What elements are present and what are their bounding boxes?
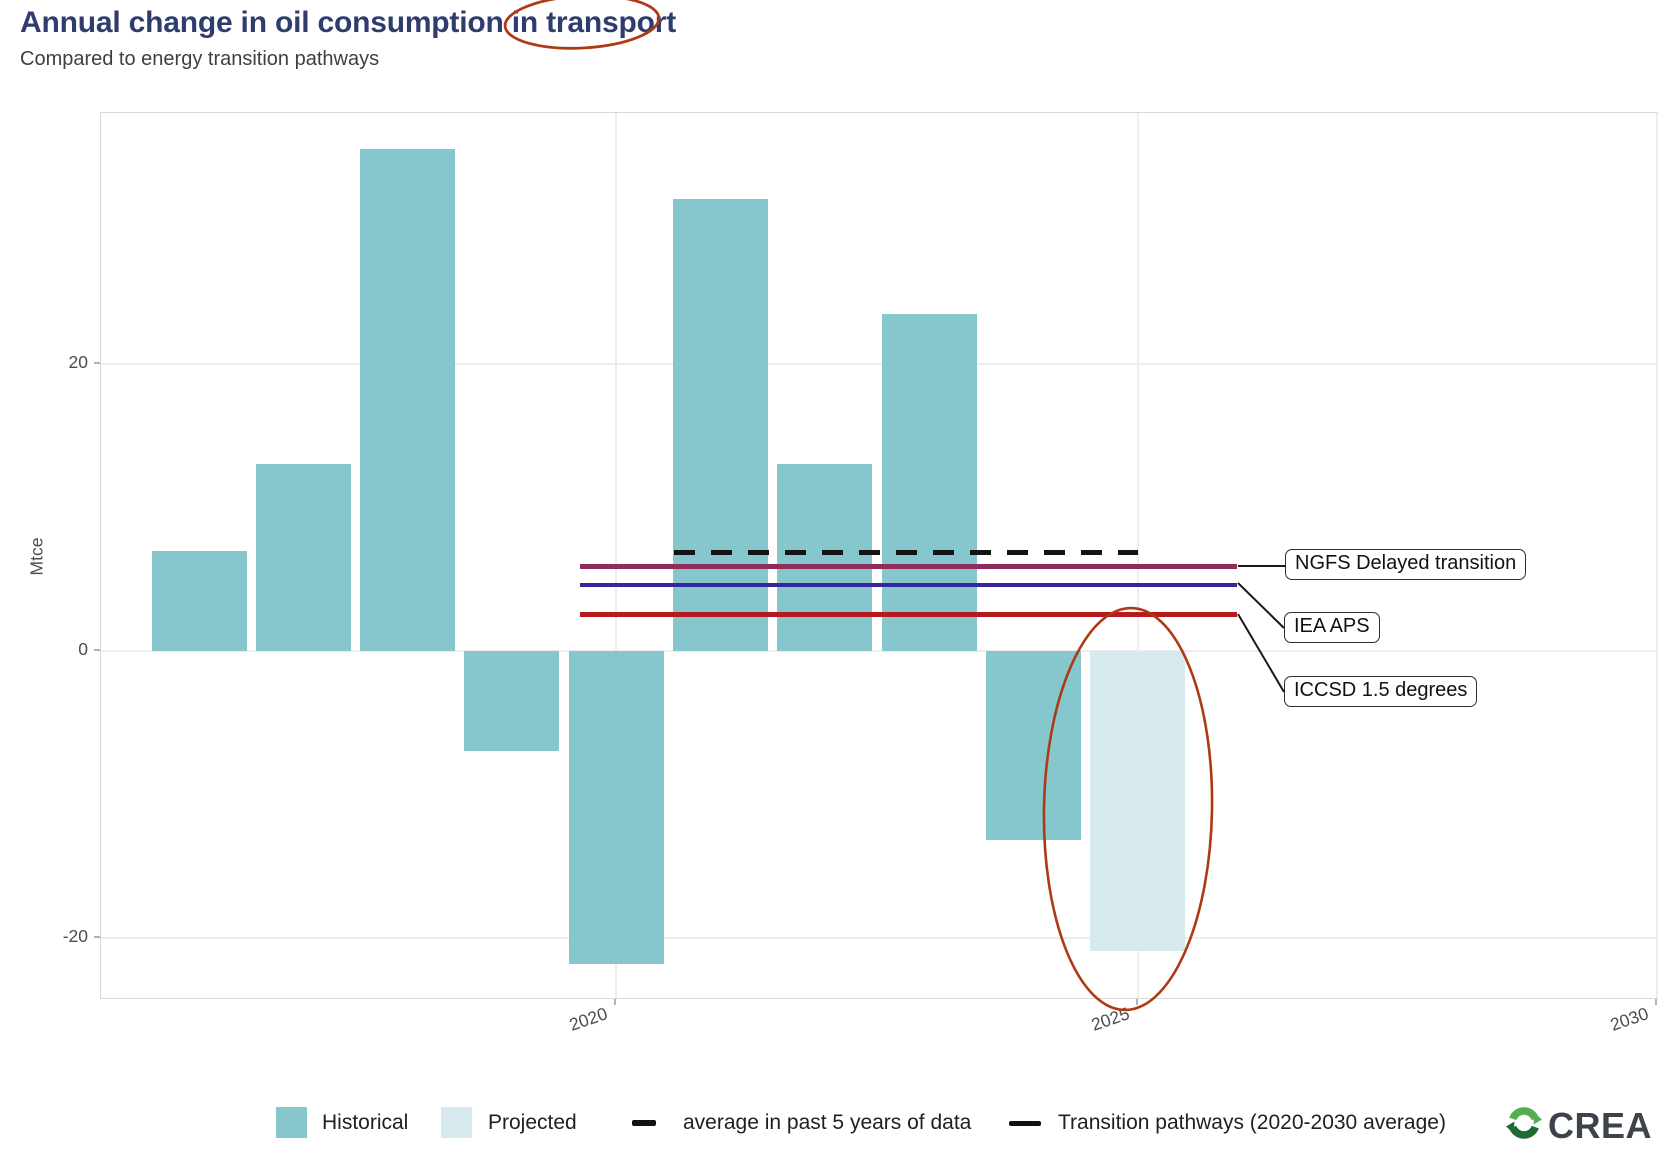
bar-2021-historical xyxy=(673,198,769,651)
x-tick-label-2020: 2020 xyxy=(566,1003,611,1035)
y-tick-label-0: 0 xyxy=(78,639,88,659)
callout-iccsd-label: ICCSD 1.5 degrees xyxy=(1294,679,1468,701)
bar-2018-historical xyxy=(360,148,456,651)
y-axis-title: Mtce xyxy=(26,537,47,576)
refline-iea-aps xyxy=(579,582,1238,588)
gridline-y-20 xyxy=(101,363,1657,365)
legend-swatch-historical xyxy=(276,1107,307,1138)
legend-key-pathways-line-icon xyxy=(1009,1121,1041,1126)
gridline-x-2025 xyxy=(1136,113,1139,998)
refline-ngfs-delayed-transition xyxy=(579,564,1238,569)
y-tick-label--20: -20 xyxy=(62,926,88,946)
y-tick-mark-0 xyxy=(94,649,100,651)
legend-label-historical: Historical xyxy=(322,1111,409,1134)
y-tick-mark--20 xyxy=(94,936,100,938)
bar-2016-historical xyxy=(151,550,247,651)
y-tick-mark-20 xyxy=(94,362,100,364)
bar-2025-projected xyxy=(1090,651,1186,951)
legend-key-average-dash-icon xyxy=(632,1120,656,1126)
refline-iccsd-1-5-degrees xyxy=(579,612,1238,617)
gridline-y-0 xyxy=(101,650,1657,652)
crea-logo-icon xyxy=(1506,1107,1542,1139)
crea-logo: CREA xyxy=(1504,1103,1652,1147)
bar-2024-historical xyxy=(986,651,1082,841)
x-tick-mark-2020 xyxy=(614,999,617,1005)
refline-average-in-past-5-years-of-data xyxy=(673,549,1138,556)
bar-2020-historical xyxy=(568,651,664,964)
x-tick-label-2025: 2025 xyxy=(1088,1003,1132,1035)
bar-2022-historical xyxy=(777,464,873,651)
y-tick-label-20: 20 xyxy=(68,352,88,372)
gridline-x-2030 xyxy=(1656,113,1658,998)
page-subtitle: Compared to energy transition pathways xyxy=(20,48,380,70)
bar-2023-historical xyxy=(881,313,977,651)
bar-2017-historical xyxy=(255,464,351,651)
gridline-y--20 xyxy=(101,937,1657,939)
x-tick-label-2030: 2030 xyxy=(1607,1003,1651,1035)
bar-2019-historical xyxy=(464,651,560,752)
legend-swatch-projected xyxy=(441,1107,472,1138)
gridline-x-2020 xyxy=(615,113,618,998)
legend-label-average: average in past 5 years of data xyxy=(683,1111,972,1134)
legend-label-projected: Projected xyxy=(488,1111,577,1134)
crea-logo-text: CREA xyxy=(1548,1105,1653,1146)
page-title: Annual change in oil consumption in tran… xyxy=(20,6,677,39)
chart-legend: Historical Projected average in past 5 y… xyxy=(0,1103,1673,1147)
legend-label-pathways: Transition pathways (2020-2030 average) xyxy=(1058,1111,1446,1134)
callout-iea-aps: IEA APS xyxy=(1284,612,1380,643)
callout-ngfs-delayed-transition: NGFS Delayed transition xyxy=(1285,549,1527,580)
callout-iccsd: ICCSD 1.5 degrees xyxy=(1284,676,1478,707)
callout-ngfs-label: NGFS Delayed transition xyxy=(1295,552,1517,574)
callout-iea-label: IEA APS xyxy=(1294,615,1370,637)
x-tick-mark-2030 xyxy=(1655,999,1657,1005)
x-tick-mark-2025 xyxy=(1135,999,1138,1005)
